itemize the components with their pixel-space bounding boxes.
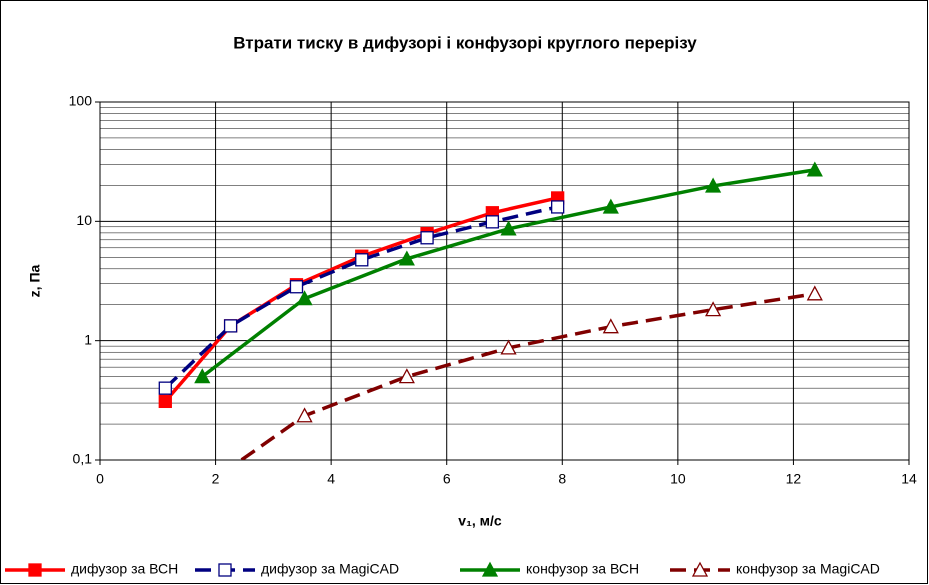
marker (158, 381, 172, 395)
y-tick-label: 1 (84, 331, 92, 347)
legend-marker (481, 561, 499, 577)
x-tick-label: 12 (786, 471, 802, 487)
plot-area (99, 101, 910, 461)
x-tick-label: 14 (901, 471, 917, 487)
marker (355, 253, 369, 267)
chart-title: Втрати тиску в дифузорі і конфузорі круг… (233, 33, 697, 52)
x-tick-label: 6 (443, 471, 451, 487)
marker (500, 220, 517, 236)
marker (602, 198, 619, 214)
marker (194, 368, 211, 384)
marker (485, 215, 500, 229)
marker (500, 339, 517, 355)
marker (398, 368, 415, 384)
marker (296, 290, 313, 306)
marker (806, 285, 823, 301)
y-axis-label: z, Па (27, 264, 43, 297)
marker (420, 231, 434, 245)
marker (602, 318, 619, 334)
legend-marker (218, 563, 232, 577)
legend-label: дифузор за ВСН (71, 561, 178, 577)
y-tick-label: 100 (69, 93, 93, 109)
legend-label: конфузор за ВСН (526, 561, 639, 577)
x-tick-label: 0 (96, 471, 104, 487)
marker (398, 250, 415, 266)
marker (551, 200, 565, 214)
x-tick-label: 2 (212, 471, 220, 487)
marker (806, 161, 823, 177)
marker (289, 280, 304, 294)
plot-clip (158, 161, 823, 460)
legend-marker (28, 563, 42, 577)
legend-label: конфузор за MagiCAD (736, 561, 880, 577)
marker (223, 319, 238, 333)
x-axis-label: v₁, м/с (458, 513, 502, 529)
x-tick-label: 8 (558, 471, 566, 487)
marker (705, 301, 722, 317)
x-tick-label: 10 (670, 471, 686, 487)
y-tick-label: 10 (76, 212, 92, 228)
marker (296, 407, 313, 423)
marker (705, 177, 722, 193)
legend-marker (691, 561, 709, 577)
legend-label: дифузор за MagiCAD (261, 561, 399, 577)
y-tick-label: 0,1 (73, 451, 93, 467)
marker (158, 394, 172, 409)
x-tick-label: 4 (327, 471, 335, 487)
